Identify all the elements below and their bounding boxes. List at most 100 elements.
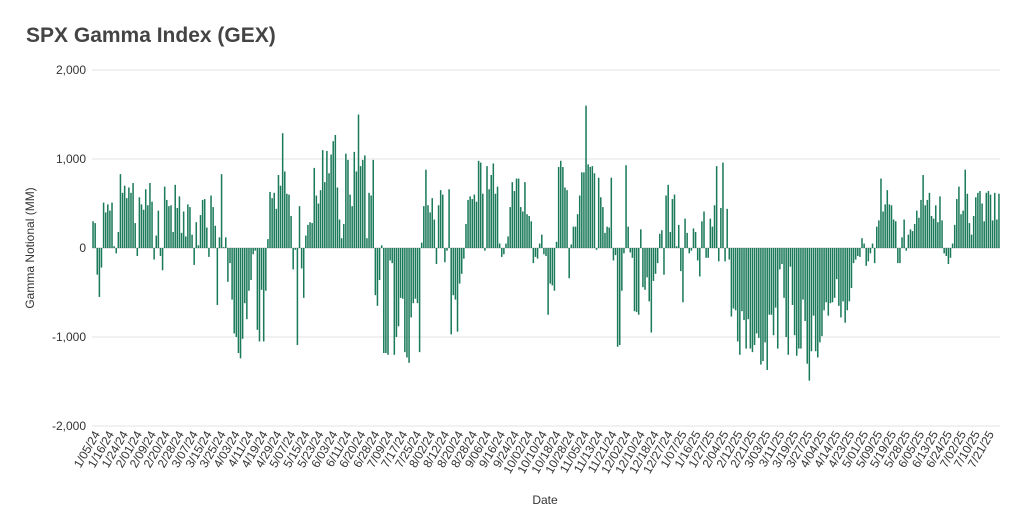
bar bbox=[559, 160, 562, 248]
bar bbox=[682, 248, 684, 303]
bar bbox=[334, 134, 337, 248]
bar bbox=[951, 243, 954, 248]
bar bbox=[393, 248, 396, 355]
bar bbox=[652, 248, 655, 281]
bar bbox=[720, 207, 722, 248]
bar bbox=[292, 248, 294, 270]
bar bbox=[469, 196, 471, 248]
bar bbox=[602, 207, 604, 248]
bar bbox=[111, 202, 113, 248]
chart-title: SPX Gamma Index (GEX) bbox=[26, 24, 276, 47]
bar bbox=[201, 199, 204, 248]
bar bbox=[667, 184, 669, 248]
bar bbox=[220, 174, 223, 248]
bar bbox=[159, 248, 162, 257]
bar bbox=[368, 192, 370, 248]
bar bbox=[709, 218, 712, 248]
bar bbox=[338, 219, 341, 248]
bar bbox=[920, 199, 922, 248]
bar bbox=[252, 248, 254, 255]
bar bbox=[857, 248, 859, 257]
bar bbox=[541, 234, 543, 248]
bar bbox=[117, 231, 120, 248]
bar bbox=[412, 248, 415, 304]
bar bbox=[353, 151, 356, 248]
bar bbox=[618, 248, 621, 346]
bar bbox=[966, 193, 969, 248]
bar bbox=[989, 194, 992, 248]
bar bbox=[176, 207, 179, 248]
bar bbox=[614, 248, 617, 256]
bar bbox=[640, 229, 642, 248]
bar bbox=[909, 229, 912, 248]
bar bbox=[229, 248, 231, 264]
y-tick-label: 0 bbox=[79, 241, 86, 255]
bar bbox=[774, 248, 777, 308]
y-axis-label: Gamma Notional (MM) bbox=[23, 187, 37, 308]
bar bbox=[138, 197, 141, 248]
bar bbox=[199, 215, 202, 248]
bar bbox=[243, 248, 246, 304]
bar bbox=[631, 248, 634, 258]
bar bbox=[433, 219, 436, 248]
bar bbox=[389, 248, 391, 261]
bar bbox=[762, 248, 764, 362]
bar bbox=[562, 167, 564, 248]
bar bbox=[555, 241, 558, 248]
bar bbox=[324, 182, 326, 248]
bar bbox=[383, 248, 385, 354]
bar bbox=[498, 243, 501, 248]
bar bbox=[92, 221, 94, 248]
bar bbox=[151, 201, 153, 248]
bar bbox=[239, 248, 242, 359]
bar bbox=[593, 173, 596, 248]
bar bbox=[745, 248, 747, 349]
bar bbox=[625, 165, 627, 248]
bar bbox=[753, 248, 756, 346]
bar bbox=[522, 211, 524, 248]
bar bbox=[924, 205, 926, 248]
bar bbox=[431, 198, 433, 248]
bar bbox=[309, 222, 311, 248]
bar bbox=[197, 245, 200, 248]
bar bbox=[873, 248, 876, 264]
bar bbox=[627, 226, 629, 248]
bar bbox=[616, 248, 619, 347]
bar bbox=[184, 236, 187, 248]
bar bbox=[802, 248, 804, 300]
bar bbox=[583, 172, 585, 248]
bar bbox=[717, 248, 720, 262]
bar bbox=[998, 193, 1000, 248]
bar bbox=[343, 223, 345, 248]
bar bbox=[578, 195, 581, 248]
bar bbox=[311, 223, 313, 248]
bar bbox=[387, 248, 389, 355]
bar bbox=[937, 222, 939, 248]
bar bbox=[806, 248, 808, 364]
bar bbox=[572, 226, 575, 248]
bar bbox=[680, 248, 682, 272]
bar bbox=[231, 248, 233, 300]
bar bbox=[696, 248, 699, 261]
bar bbox=[576, 214, 579, 248]
bar bbox=[677, 224, 680, 248]
bar bbox=[977, 192, 979, 248]
bar bbox=[134, 223, 136, 248]
bar bbox=[656, 248, 659, 264]
bar bbox=[755, 248, 758, 334]
bar bbox=[570, 244, 573, 248]
bar bbox=[663, 248, 665, 275]
bar bbox=[254, 248, 257, 251]
bar bbox=[564, 187, 566, 248]
bar bbox=[463, 248, 465, 259]
bar bbox=[361, 159, 364, 248]
bar bbox=[193, 248, 195, 265]
bar bbox=[772, 248, 775, 336]
bar bbox=[330, 154, 332, 248]
bar bbox=[294, 248, 297, 250]
bar bbox=[182, 211, 185, 248]
bar bbox=[675, 246, 678, 248]
bar bbox=[340, 238, 343, 248]
bar bbox=[429, 212, 431, 248]
bar bbox=[939, 196, 941, 248]
